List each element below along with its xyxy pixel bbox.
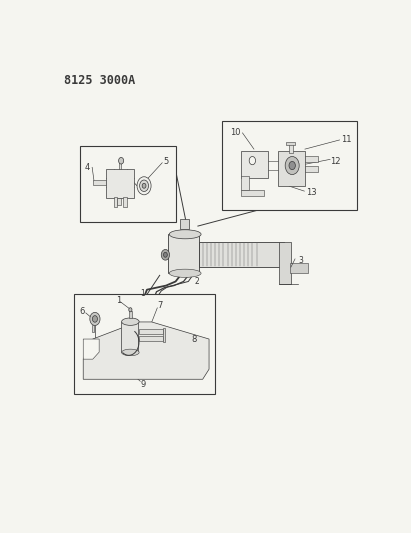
Circle shape bbox=[142, 183, 146, 188]
Circle shape bbox=[164, 252, 167, 257]
Bar bbox=[222, 122, 357, 209]
Bar bbox=[199, 243, 284, 267]
Bar bbox=[180, 219, 189, 229]
Text: 13: 13 bbox=[306, 188, 316, 197]
Bar bbox=[278, 151, 305, 186]
Bar bbox=[305, 156, 318, 162]
Bar bbox=[139, 329, 163, 334]
Text: 3: 3 bbox=[298, 256, 303, 265]
Ellipse shape bbox=[169, 269, 201, 277]
Text: 1: 1 bbox=[116, 296, 121, 305]
Bar bbox=[93, 180, 106, 184]
Bar bbox=[289, 143, 293, 153]
Bar bbox=[74, 294, 215, 394]
Circle shape bbox=[285, 157, 299, 175]
Bar bbox=[129, 311, 132, 318]
Circle shape bbox=[140, 180, 148, 191]
Text: 8: 8 bbox=[191, 335, 197, 344]
Circle shape bbox=[92, 316, 97, 322]
Bar bbox=[92, 326, 94, 332]
Polygon shape bbox=[83, 322, 209, 379]
Bar bbox=[305, 166, 318, 172]
Bar bbox=[114, 197, 117, 207]
Text: 8125 3000A: 8125 3000A bbox=[64, 74, 135, 87]
Bar bbox=[168, 235, 199, 273]
Text: 4: 4 bbox=[85, 163, 90, 172]
Bar bbox=[117, 198, 121, 205]
Bar bbox=[139, 336, 163, 341]
Ellipse shape bbox=[122, 318, 139, 325]
Circle shape bbox=[90, 312, 100, 326]
Bar bbox=[279, 243, 291, 284]
Circle shape bbox=[249, 157, 256, 165]
Bar bbox=[121, 321, 139, 352]
Bar bbox=[241, 190, 263, 196]
Bar bbox=[241, 151, 268, 178]
Bar bbox=[241, 176, 249, 190]
Bar bbox=[123, 197, 127, 207]
Text: 5: 5 bbox=[163, 157, 169, 166]
Polygon shape bbox=[83, 339, 99, 359]
Text: 11: 11 bbox=[341, 134, 351, 143]
Ellipse shape bbox=[122, 349, 139, 356]
Text: 10: 10 bbox=[230, 127, 240, 136]
Text: 1: 1 bbox=[141, 289, 145, 298]
Bar bbox=[162, 328, 165, 342]
Text: 7: 7 bbox=[157, 301, 163, 310]
Text: 2: 2 bbox=[195, 277, 199, 286]
Circle shape bbox=[137, 177, 151, 195]
Circle shape bbox=[161, 249, 170, 260]
Circle shape bbox=[289, 161, 296, 169]
Bar bbox=[119, 162, 122, 168]
Ellipse shape bbox=[169, 230, 201, 239]
Circle shape bbox=[119, 157, 124, 164]
Bar bbox=[80, 146, 175, 222]
Text: 12: 12 bbox=[330, 157, 341, 166]
Bar bbox=[286, 142, 296, 145]
Circle shape bbox=[129, 308, 132, 312]
Text: 9: 9 bbox=[140, 380, 145, 389]
Text: 6: 6 bbox=[79, 308, 85, 317]
Bar bbox=[290, 263, 308, 273]
Bar bbox=[106, 168, 134, 198]
